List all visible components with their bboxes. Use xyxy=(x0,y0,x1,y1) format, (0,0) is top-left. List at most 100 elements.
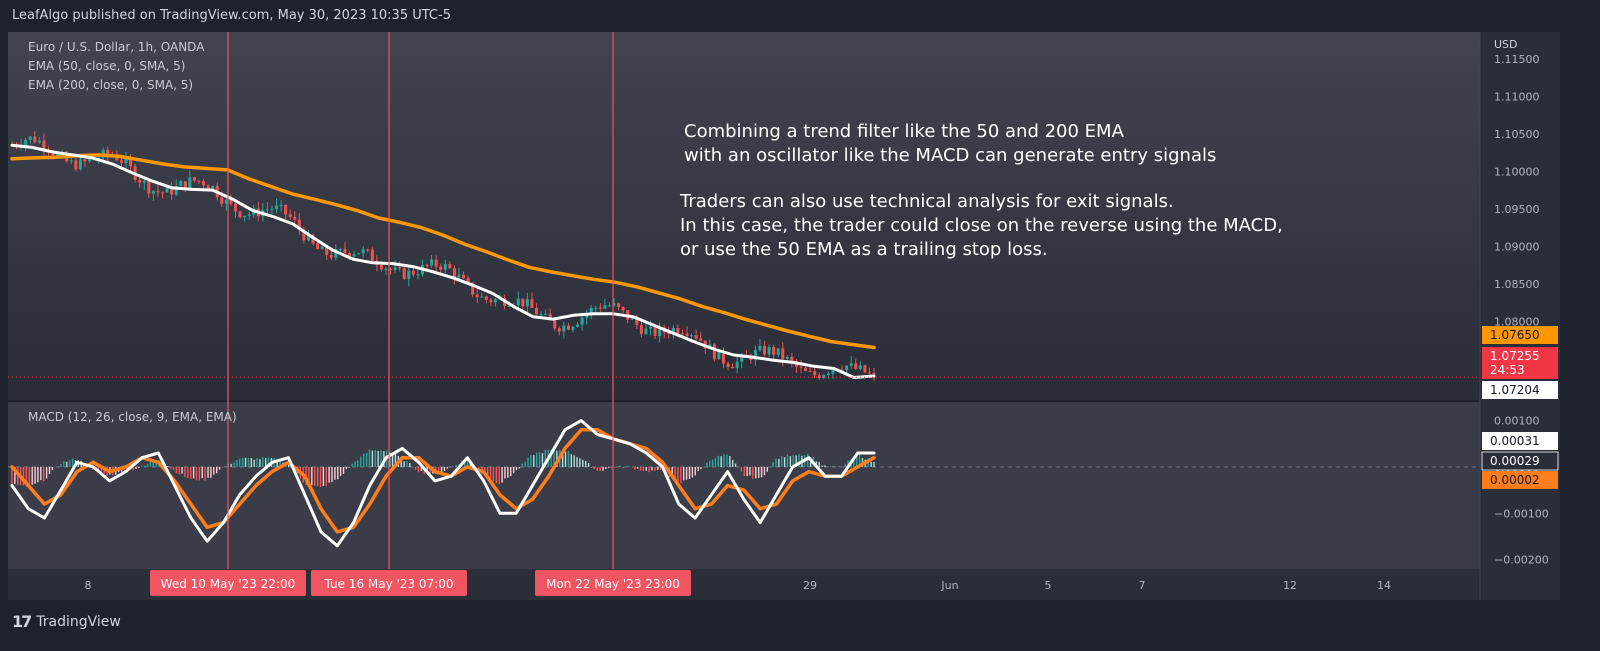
candle xyxy=(685,333,689,336)
candle xyxy=(452,268,456,278)
candle xyxy=(357,253,361,255)
annotation-line-4: In this case, the trader could close on … xyxy=(680,215,1283,236)
signal-time-badge xyxy=(535,570,691,596)
time-tick-label: 5 xyxy=(1045,579,1052,592)
candle xyxy=(694,335,698,339)
candle xyxy=(653,326,657,337)
candle xyxy=(676,327,680,334)
annotation-line-2: with an oscillator like the MACD can gen… xyxy=(684,145,1217,166)
candle xyxy=(306,234,310,241)
candle xyxy=(475,294,479,298)
candle xyxy=(384,268,388,270)
candle xyxy=(790,356,794,362)
candle xyxy=(680,333,684,335)
legend-symbol[interactable]: Euro / U.S. Dollar, 1h, OANDA xyxy=(28,40,205,54)
candle xyxy=(129,158,133,167)
candle xyxy=(370,249,374,261)
price-label-text: 1.07650 xyxy=(1490,328,1540,342)
candle xyxy=(594,307,598,309)
price-tick-label: 1.11000 xyxy=(1494,90,1540,103)
chart-container[interactable]: USD 1.11500 1.11000 1.10500 1.10000 1.09500 1.… xyxy=(8,32,1560,600)
candle xyxy=(767,347,771,355)
candle xyxy=(489,299,493,303)
candle xyxy=(439,266,443,270)
annotation-entry: Combining a trend filter like the 50 and… xyxy=(684,120,1216,168)
chart-legend: Euro / U.S. Dollar, 1h, OANDA EMA (50, c… xyxy=(28,38,204,95)
price-tick-label: 1.09000 xyxy=(1494,240,1540,253)
candle xyxy=(78,159,82,170)
candle xyxy=(607,305,611,307)
candle xyxy=(302,229,306,241)
candle xyxy=(466,278,470,283)
candle xyxy=(776,348,780,355)
candle xyxy=(161,192,165,194)
candle xyxy=(753,350,757,361)
candle xyxy=(443,263,447,270)
candle xyxy=(817,375,821,379)
candle xyxy=(731,366,735,369)
candle xyxy=(393,267,397,270)
annotation-line-5: or use the 50 EMA as a trailing stop los… xyxy=(680,239,1048,260)
candle xyxy=(521,298,525,307)
annotation-exit: Traders can also use technical analysis … xyxy=(680,190,1283,262)
candle xyxy=(603,305,607,309)
candle xyxy=(571,326,575,330)
candle xyxy=(247,214,251,216)
candle xyxy=(56,153,60,156)
time-tick-label: 29 xyxy=(803,579,817,592)
candle xyxy=(206,185,210,189)
macd-label-histogram xyxy=(1482,471,1558,489)
candle xyxy=(845,365,849,371)
candle xyxy=(667,332,671,335)
candle xyxy=(183,181,187,188)
candle xyxy=(389,268,393,270)
candle xyxy=(740,355,744,362)
candle xyxy=(831,368,835,374)
candle xyxy=(379,265,383,270)
chart-canvas[interactable]: USD 1.11500 1.11000 1.10500 1.10000 1.09500 1.… xyxy=(8,32,1560,600)
candle xyxy=(69,160,73,162)
candle xyxy=(425,264,429,266)
candle xyxy=(867,372,871,374)
candle xyxy=(224,199,228,204)
candle xyxy=(338,248,342,250)
candle xyxy=(493,299,497,303)
macd-pane xyxy=(8,402,1480,569)
candle xyxy=(124,158,128,164)
candle xyxy=(726,363,730,367)
candle xyxy=(398,267,402,269)
candle xyxy=(525,299,529,307)
price-label-text: 1.07204 xyxy=(1490,383,1540,397)
candle xyxy=(279,204,283,206)
macd-legend[interactable]: MACD (12, 26, close, 9, EMA, EMA) xyxy=(28,408,237,427)
candle xyxy=(580,317,584,325)
candle xyxy=(33,136,37,143)
price-tick-label: 1.09500 xyxy=(1494,203,1540,216)
legend-ema50[interactable]: EMA (50, close, 0, SMA, 5) xyxy=(28,59,186,73)
price-tick-label: 1.08500 xyxy=(1494,278,1540,291)
candle xyxy=(813,371,817,376)
candle xyxy=(343,248,347,253)
candle xyxy=(863,365,867,373)
candle xyxy=(717,351,721,360)
candle xyxy=(617,303,621,307)
macd-label-signal xyxy=(1481,451,1559,471)
legend-macd[interactable]: MACD (12, 26, close, 9, EMA, EMA) xyxy=(28,410,237,424)
candle xyxy=(119,160,123,164)
candle xyxy=(598,307,602,309)
price-tick-label: 1.10000 xyxy=(1494,165,1540,178)
candle xyxy=(516,298,520,306)
macd-label-text: 0.00002 xyxy=(1490,473,1540,487)
candle xyxy=(402,268,406,279)
candle xyxy=(457,274,461,278)
candle xyxy=(589,307,593,314)
legend-ema200[interactable]: EMA (200, close, 0, SMA, 5) xyxy=(28,78,194,92)
candle xyxy=(115,155,119,161)
candle xyxy=(147,180,151,194)
candle xyxy=(434,259,438,267)
ema50-line xyxy=(10,143,876,379)
ema200-line xyxy=(10,153,876,350)
macd-line xyxy=(10,419,876,548)
candle xyxy=(690,335,694,337)
footer-brand: 17 TradingView xyxy=(12,612,121,631)
